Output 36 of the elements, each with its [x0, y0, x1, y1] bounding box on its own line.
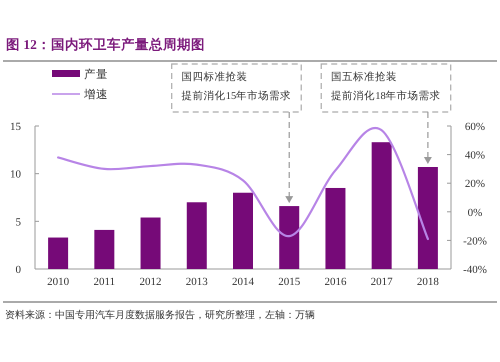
annotation: 提前消化18年市场需求: [331, 89, 441, 102]
x-tick-label: 2013: [186, 276, 208, 288]
y-tick-label: 0: [16, 264, 22, 276]
y2-tick-label: 60%: [464, 121, 486, 133]
bar: [233, 192, 253, 269]
annotation: 国四标准抢装 提前消化15年市场需求: [171, 63, 302, 113]
x-tick-label: 2014: [232, 276, 254, 288]
x-tick-label: 2018: [416, 276, 440, 288]
bar: [418, 166, 438, 269]
annotation: 提前消化15年市场需求: [182, 89, 292, 102]
y-tick-label: 10: [10, 168, 22, 181]
bar: [279, 206, 300, 269]
legend-label: 产量: [84, 67, 108, 81]
x-tick-label: 2010: [47, 276, 70, 288]
bar: [186, 202, 207, 269]
x-tick-label: 2011: [94, 276, 116, 288]
bar: [48, 238, 68, 269]
bar: [140, 218, 161, 269]
chart-title: 图 12：国内环卫车产量总周期图: [6, 36, 205, 52]
y2-tick-label: 20%: [464, 178, 486, 190]
x-tick-label: 2012: [140, 276, 162, 288]
y2-tick-label: -20%: [463, 235, 487, 248]
bar: [372, 142, 392, 269]
x-tick-label: 2017: [370, 276, 394, 288]
text: 资料来源：中国专用汽车月度数据服务报告，研究所整理，左轴：万辆: [5, 309, 315, 321]
bar: [94, 230, 114, 269]
legend-label: 增速: [83, 88, 108, 101]
x-tick-label: 2015: [278, 276, 301, 288]
bar: [325, 188, 346, 269]
y-tick-label: 15: [10, 121, 22, 133]
annotation: 国五标准抢装 提前消化18年市场需求: [320, 63, 452, 113]
y2-tick-label: 40%: [464, 150, 486, 162]
y-tick-label: 5: [16, 216, 22, 228]
x-tick-label: 2016: [324, 276, 347, 288]
y2-tick-label: -40%: [463, 264, 487, 276]
y2-tick-label: 0%: [468, 206, 482, 219]
